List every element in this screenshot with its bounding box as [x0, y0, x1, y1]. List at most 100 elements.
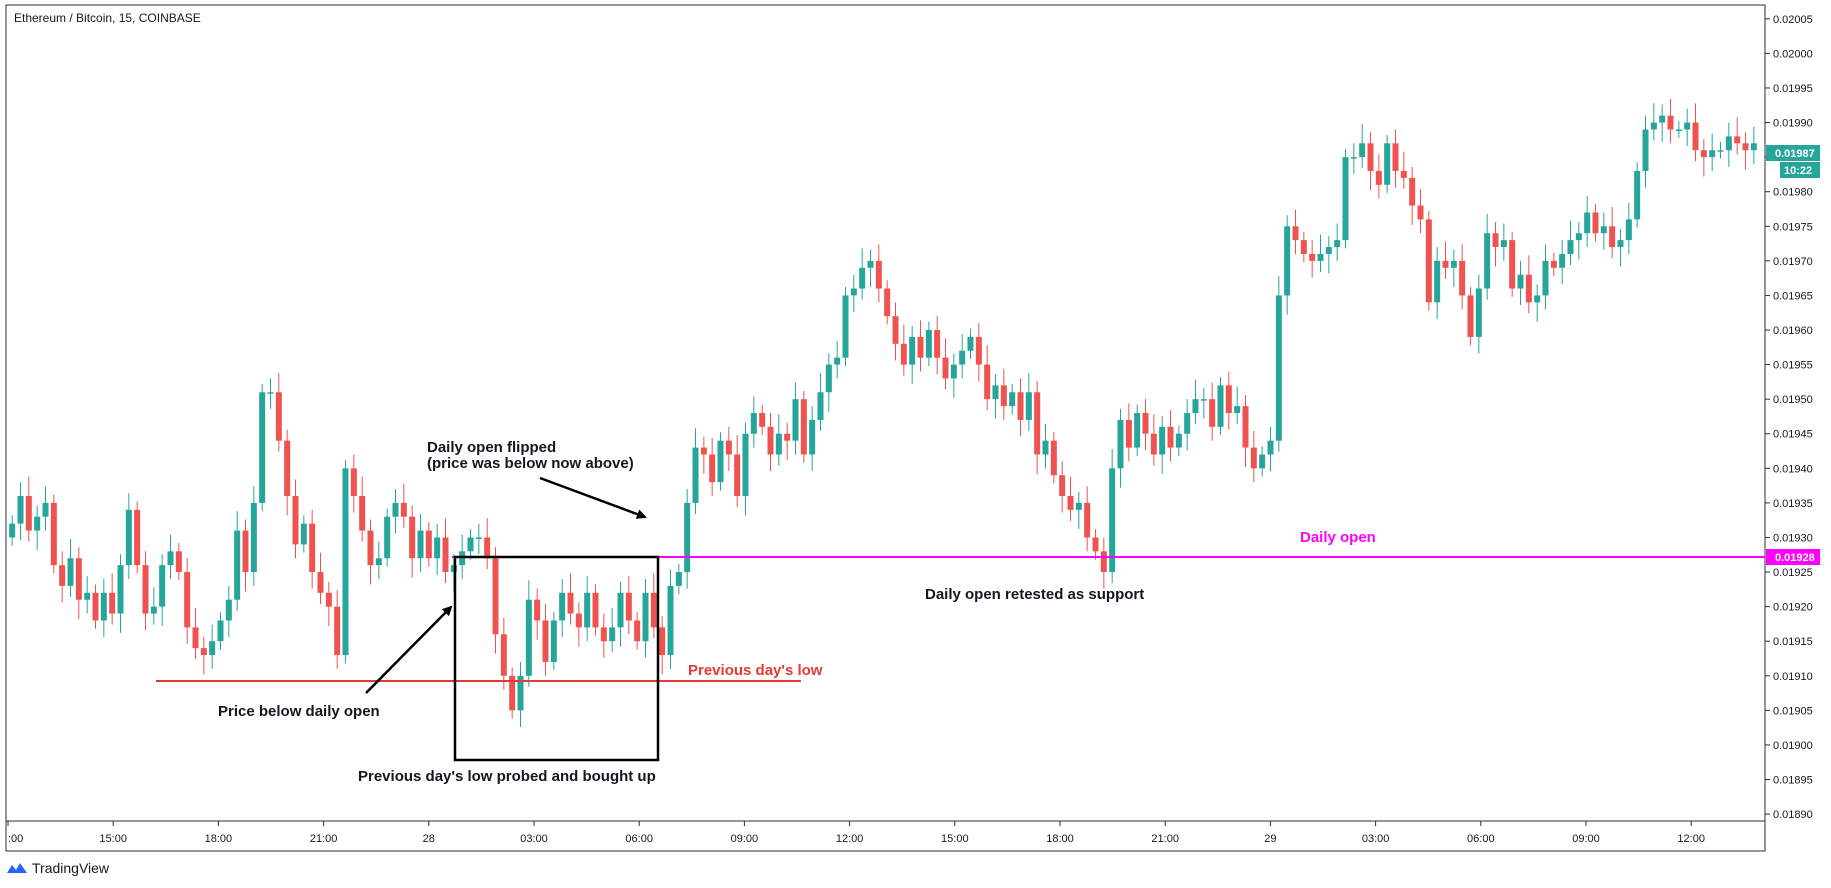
candle-body: [909, 336, 916, 365]
candle-body: [975, 336, 982, 365]
candle-body: [534, 599, 541, 621]
candle-body: [234, 530, 241, 600]
time-tick-label: 18:00: [1046, 833, 1074, 845]
candle-body: [209, 641, 216, 656]
candle-body: [750, 413, 757, 434]
candle-body: [567, 592, 574, 614]
candle-body: [1400, 170, 1407, 178]
candle-body: [817, 392, 824, 420]
candle-body: [600, 627, 607, 642]
candle-body: [1675, 129, 1682, 131]
below-open-arrow: [365, 605, 453, 694]
candle-body: [784, 433, 791, 441]
candle-body: [1009, 392, 1016, 407]
candle-body: [1517, 274, 1524, 289]
price-tick-label: 0.01955: [1773, 360, 1813, 372]
candle-body: [1192, 399, 1199, 413]
candle-body: [884, 288, 891, 317]
candle-body: [1525, 274, 1532, 303]
candle-body: [1434, 260, 1441, 303]
candle-body: [134, 509, 141, 566]
price-axis[interactable]: 0.020050.020000.019950.019900.019850.019…: [1765, 14, 1813, 821]
candle-body: [50, 502, 57, 566]
candle-body: [1342, 157, 1349, 241]
time-axis[interactable]: :00 15:00 18:00 21:00 28 03:00 06:00 09:00 12:00…: [7, 821, 1705, 845]
candle-body: [1725, 136, 1732, 151]
candle-body: [1700, 150, 1707, 158]
candle-body: [1125, 419, 1132, 448]
candle-body: [592, 592, 599, 628]
probe-box[interactable]: [453, 555, 660, 762]
price-tick-label: 0.01960: [1773, 325, 1813, 337]
candle-body: [1350, 157, 1357, 159]
countdown-value: 10:22: [1784, 165, 1812, 177]
candle-body: [967, 336, 974, 351]
price-tick-label: 0.01980: [1773, 187, 1813, 199]
candle-body: [1592, 212, 1599, 234]
price-tick-label: 0.01890: [1773, 809, 1813, 821]
price-tick-label: 0.01925: [1773, 567, 1813, 579]
candle-body: [142, 565, 149, 614]
time-tick-label: 12:00: [836, 833, 864, 845]
candle-body: [175, 551, 182, 573]
candle-body: [1042, 440, 1049, 455]
candle-body: [242, 530, 249, 573]
candle-body: [759, 413, 766, 427]
candle-body: [1559, 253, 1566, 268]
candlesticks: [9, 99, 1757, 727]
candle-body: [842, 295, 849, 358]
candle-body: [800, 399, 807, 455]
candle-body: [1184, 413, 1191, 434]
time-tick-label: 21:00: [1151, 833, 1179, 845]
daily-open-value: 0.01928: [1775, 552, 1815, 564]
candle-body: [125, 509, 132, 566]
candle-body: [542, 620, 549, 662]
candle-body: [1025, 392, 1032, 420]
candle-body: [192, 627, 199, 649]
candle-body: [1250, 447, 1257, 469]
chart-title: Ethereum / Bitcoin, 15, COINBASE: [14, 11, 201, 25]
candle-body: [25, 495, 32, 531]
time-tick-label: 09:00: [731, 833, 759, 845]
candle-body: [1659, 115, 1666, 123]
candle-body: [1684, 122, 1691, 130]
candle-body: [1075, 502, 1082, 510]
candle-body: [1300, 240, 1307, 254]
candle-body: [1609, 226, 1616, 248]
candle-body: [59, 565, 66, 586]
tradingview-brand[interactable]: TradingView: [6, 860, 109, 876]
candle-body: [1259, 454, 1266, 469]
candle-body: [992, 385, 999, 400]
candle-body: [1567, 240, 1574, 254]
candle-body: [434, 537, 441, 559]
candle-body: [609, 627, 616, 642]
price-tick-label: 0.01965: [1773, 290, 1813, 302]
time-tick-label: 15:00: [941, 833, 969, 845]
candle-body: [1650, 122, 1657, 130]
flip-annotation-line1: Daily open flipped: [427, 439, 556, 456]
candle-body: [834, 357, 841, 365]
candle-body: [442, 537, 449, 573]
candle-body: [384, 516, 391, 559]
candle-body: [584, 592, 591, 628]
time-tick-label: 03:00: [520, 833, 548, 845]
candle-body: [309, 523, 316, 573]
candle-body: [492, 558, 499, 635]
candle-body: [1217, 385, 1224, 427]
candle-body: [675, 572, 682, 586]
candle-body: [684, 502, 691, 573]
candle-body: [1467, 295, 1474, 337]
price-tick-label: 0.01945: [1773, 429, 1813, 441]
candle-body: [775, 433, 782, 455]
flip-arrow: [539, 476, 647, 519]
candle-body: [917, 336, 924, 358]
candle-body: [1634, 170, 1641, 220]
candle-body: [1134, 413, 1141, 448]
candle-body: [900, 343, 907, 365]
candle-body: [1542, 260, 1549, 296]
price-tick-label: 0.01935: [1773, 498, 1813, 510]
candle-body: [1067, 495, 1074, 510]
time-tick-label: 09:00: [1572, 833, 1600, 845]
candle-body: [734, 454, 741, 496]
